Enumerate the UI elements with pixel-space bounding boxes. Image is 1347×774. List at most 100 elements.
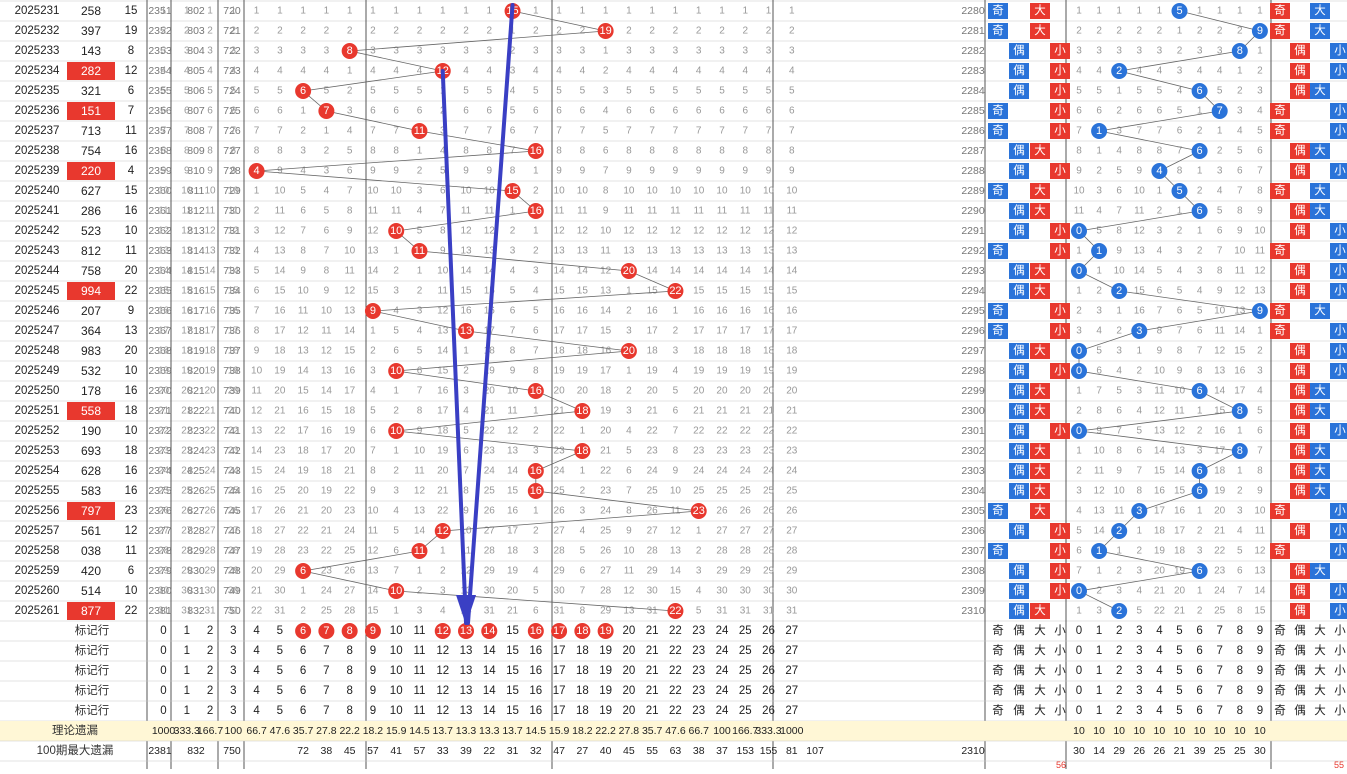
sum-omission: 15 xyxy=(600,326,612,337)
theory-value: 27.8 xyxy=(316,725,337,737)
issue-number: 2025253 xyxy=(15,445,60,457)
sum-omission: 16 xyxy=(158,306,170,317)
miss-last: 2291 xyxy=(961,225,985,237)
marker-cell: 9 xyxy=(370,645,376,657)
odd-even-mark xyxy=(1009,403,1029,419)
sum-omission: 18 xyxy=(321,466,333,477)
sum-omission: 5 xyxy=(184,86,190,97)
odd-even-label: 奇 xyxy=(992,184,1004,197)
tail-omission: 8 xyxy=(1257,186,1263,197)
big-small-mark xyxy=(1030,143,1050,159)
tail-omission: 6 xyxy=(1157,286,1163,297)
tail-ball-label: 3 xyxy=(1136,505,1142,517)
sum-omission: 8 xyxy=(254,146,260,157)
draw-value: 758 xyxy=(81,264,101,278)
tail-omission: 2 xyxy=(1116,26,1122,37)
sum-omission: 8 xyxy=(417,406,423,417)
sum-omission: 12 xyxy=(716,226,728,237)
tail-omission: 16 xyxy=(1134,306,1146,317)
theory-label: 理论遗漏 xyxy=(52,723,98,737)
max-value: 57 xyxy=(414,745,426,757)
sum-omission: 9 xyxy=(649,166,655,177)
sum-omission: 5 xyxy=(719,86,725,97)
sum-omission: 12 xyxy=(298,326,310,337)
tail-omission: 18 xyxy=(1214,466,1226,477)
odd-even-mark xyxy=(1009,443,1029,459)
sum-omission: 17 xyxy=(600,366,612,377)
odd-even-mark xyxy=(988,103,1008,119)
sum-omission: 29 xyxy=(181,566,193,577)
sum-omission: 27 xyxy=(158,526,170,537)
sum-omission: 29 xyxy=(763,566,775,577)
marker-ball-label: 14 xyxy=(483,625,495,637)
theory-value: 13.3 xyxy=(479,725,500,737)
sum-omission: 3 xyxy=(626,326,632,337)
sum-omission: 2 xyxy=(370,26,376,37)
odd-even-mark xyxy=(1009,343,1029,359)
tail-omission: 10 xyxy=(1114,266,1126,277)
big-small-mark xyxy=(1050,563,1070,579)
draw-highlight xyxy=(67,602,115,620)
tail-ball xyxy=(1231,443,1248,459)
tail-odd-even-label: 偶 xyxy=(1294,164,1306,177)
tail-big-small-label: 大 xyxy=(1314,443,1326,457)
tail-big-small-label: 大 xyxy=(1314,403,1326,417)
tail-omission: 3 xyxy=(1177,246,1183,257)
tail-omission: 3 xyxy=(1217,166,1223,177)
odd-even-label: 偶 xyxy=(1013,384,1025,397)
marker-row-label: 标记行 xyxy=(75,624,110,637)
miss-last: 2281 xyxy=(961,25,985,37)
sum-omission: 27 xyxy=(786,526,798,537)
sum-omission: 5 xyxy=(207,86,213,97)
sum-omission: 8 xyxy=(347,206,353,217)
sum-omission: 7 xyxy=(649,126,655,137)
sum-omission: 21 xyxy=(647,406,659,417)
miss-last: 2301 xyxy=(961,425,985,437)
tail-omission: 12 xyxy=(1094,486,1106,497)
sum-omission: 1 xyxy=(393,606,399,617)
sum-omission: 1 xyxy=(580,426,586,437)
marker-cell: 7 xyxy=(323,645,329,657)
marker-cell: 2 xyxy=(207,665,213,677)
sum-ball-label: 7 xyxy=(323,105,329,117)
tail-odd-even-label: 奇 xyxy=(1274,4,1286,17)
big-small-label: 小 xyxy=(1054,64,1066,77)
sum-omission: 7 xyxy=(370,446,376,457)
sum-omission: 11 xyxy=(205,206,216,217)
sum-omission: 14 xyxy=(204,266,216,277)
tail-omission: 3 xyxy=(1096,46,1102,57)
sum-omission: 1 xyxy=(533,506,539,517)
tail-omission: 7 xyxy=(1157,126,1163,137)
sum-omission: 7 xyxy=(486,126,492,137)
sum-omission: 8 xyxy=(231,146,237,157)
marker-tail-cell: 6 xyxy=(1196,705,1202,717)
tail-odd-even-label: 偶 xyxy=(1294,584,1306,597)
issue-number: 2025257 xyxy=(15,525,60,537)
theory-value: 18.2 xyxy=(363,725,384,737)
tail-big-small-label: 小 xyxy=(1334,124,1346,137)
big-small-mark xyxy=(1050,223,1070,239)
sum-omission: 26 xyxy=(204,506,216,517)
sum-omission: 3 xyxy=(440,46,446,57)
marker-cell: 11 xyxy=(413,705,425,717)
sum-omission: 5 xyxy=(510,286,516,297)
marker-cell: 2 xyxy=(207,685,213,697)
tail-big-small-mark xyxy=(1330,603,1347,619)
issue-number: 2025254 xyxy=(15,465,60,477)
sum-omission: 9 xyxy=(207,166,213,177)
tail-omission: 21 xyxy=(1154,586,1166,597)
sum-value: 16 xyxy=(125,465,138,477)
tail-omission: 16 xyxy=(1174,506,1186,517)
miss-a: 2353 xyxy=(148,45,172,57)
sum-omission: 11 xyxy=(484,206,495,217)
theory-value: 35.7 xyxy=(642,725,663,737)
marker-cell: 16 xyxy=(529,645,542,657)
sum-omission: 11 xyxy=(391,206,402,217)
miss-c: 731 xyxy=(223,225,241,237)
tail-ball-label: 0 xyxy=(1076,345,1082,357)
sum-omission: 22 xyxy=(763,426,775,437)
marker-cell: 6 xyxy=(300,705,306,717)
marker-cell: 10 xyxy=(390,665,403,677)
tail-omission: 8 xyxy=(1096,406,1102,417)
